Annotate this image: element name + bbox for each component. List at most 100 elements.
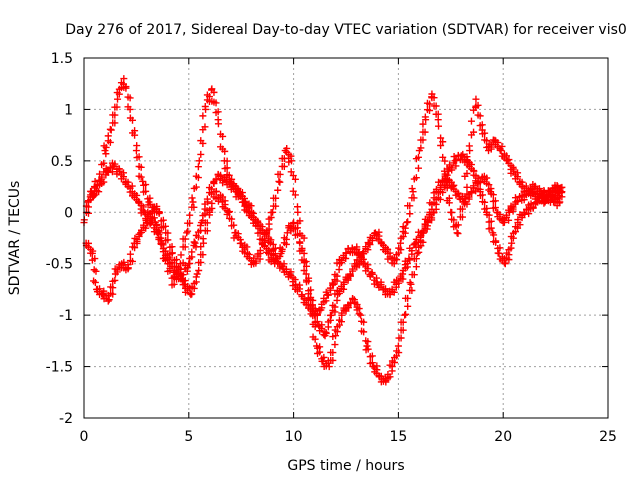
data-point-dense [410, 271, 418, 279]
data-point-dense [437, 142, 445, 150]
data-point [193, 270, 201, 278]
data-point [195, 157, 203, 165]
data-point [208, 85, 216, 93]
data-point-dense [111, 119, 119, 127]
data-point-dense [377, 372, 385, 380]
data-point-dense [311, 323, 319, 331]
data-point-dense [289, 187, 297, 195]
data-point [191, 239, 199, 247]
data-point-dense [481, 129, 489, 137]
data-point [99, 291, 107, 299]
data-point [472, 95, 480, 103]
data-point-dense [472, 102, 480, 110]
data-point-dense [243, 243, 251, 251]
data-point-dense [124, 264, 132, 272]
data-point [275, 177, 283, 185]
data-point-dense [419, 227, 427, 235]
data-point-dense [197, 150, 205, 158]
data-point-dense [355, 310, 363, 318]
data-point-dense [311, 335, 319, 343]
data-point-dense [92, 267, 100, 275]
data-point-dense [467, 117, 475, 125]
data-point-dense [379, 241, 387, 249]
data-point-dense [271, 250, 279, 258]
data-point-dense [124, 178, 132, 186]
data-point-dense [161, 222, 169, 230]
data-point [132, 147, 140, 155]
data-point-dense [199, 235, 207, 243]
data-point-dense [129, 116, 137, 124]
data-point-dense [360, 328, 368, 336]
data-point-dense [432, 195, 440, 203]
data-point-dense [254, 219, 262, 227]
data-point-dense [496, 146, 504, 154]
data-point [302, 270, 310, 278]
data-point-dense [428, 214, 436, 222]
data-point-dense [300, 259, 308, 267]
data-point-dense [421, 128, 429, 136]
x-tick-label: 15 [389, 429, 407, 445]
data-point-dense [203, 195, 211, 203]
data-point-dense [201, 123, 209, 131]
data-point-dense [333, 296, 341, 304]
data-point-dense [210, 88, 218, 96]
data-point-dense [126, 94, 134, 102]
data-point-dense [450, 185, 458, 193]
data-point-dense [397, 246, 405, 254]
data-point-dense [344, 304, 352, 312]
data-point-dense [382, 376, 390, 384]
y-tick-labels: -2 -1.5 -1 -0.5 0 0.5 1 1.5 [46, 51, 73, 427]
data-point-dense [190, 279, 198, 287]
data-point-dense [289, 172, 297, 180]
data-point-dense [181, 243, 189, 251]
data-point-dense [212, 109, 220, 117]
data-point-dense [509, 229, 517, 237]
data-point-dense [307, 310, 315, 318]
data-point-dense [382, 285, 390, 293]
data-point-dense [417, 144, 425, 152]
data-point-dense [133, 191, 141, 199]
data-point-dense [192, 183, 200, 191]
data-point-dense [514, 216, 522, 224]
data-point-dense [498, 142, 506, 150]
data-point [325, 363, 333, 371]
data-point-dense [100, 159, 108, 167]
data-point-dense [551, 187, 559, 195]
data-point-dense [491, 197, 499, 205]
data-point-dense [102, 150, 110, 158]
data-point-dense [476, 112, 484, 120]
data-point-dense [307, 294, 315, 302]
data-point-dense [223, 164, 231, 172]
data-point-dense [109, 290, 117, 298]
data-point-dense [217, 171, 225, 179]
data-point-dense [197, 137, 205, 145]
data-point-dense [113, 266, 121, 274]
data-point-dense [432, 110, 440, 118]
data-point-dense [399, 266, 407, 274]
data-point-dense [305, 290, 313, 298]
data-point-dense [406, 202, 414, 210]
data-point-dense [476, 122, 484, 130]
data-point-dense [212, 187, 220, 195]
data-point-dense [300, 266, 308, 274]
data-point [170, 280, 178, 288]
data-point-dense [212, 99, 220, 107]
data-point [508, 239, 516, 247]
data-point-dense [368, 359, 376, 367]
data-point-dense [195, 259, 203, 267]
data-point-dense [298, 293, 306, 301]
data-point-dense [184, 219, 192, 227]
x-tick-label: 20 [494, 429, 512, 445]
data-point-dense [188, 248, 196, 256]
data-point-dense [395, 277, 403, 285]
data-point-dense [96, 285, 104, 293]
data-point [300, 249, 308, 257]
data-point-dense [324, 318, 332, 326]
data-point-dense [419, 120, 427, 128]
data-point-dense [126, 250, 134, 258]
data-point-dense [234, 184, 242, 192]
data-point-dense [395, 334, 403, 342]
data-point [457, 152, 465, 160]
